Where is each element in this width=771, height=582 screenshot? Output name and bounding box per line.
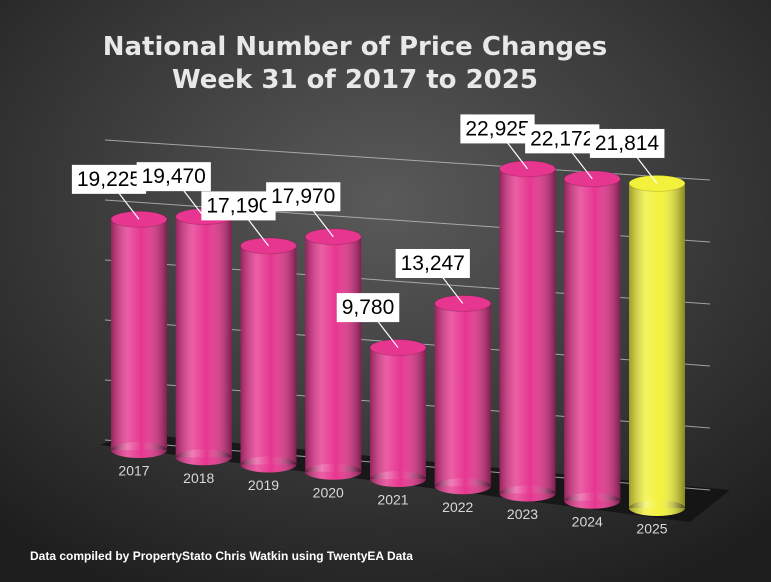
value-label-box <box>460 114 535 144</box>
leader-line <box>183 190 205 217</box>
x-tick-label: 2019 <box>248 477 279 493</box>
footnote: Data compiled by PropertyStato Chris Wat… <box>30 549 413 563</box>
leader-line <box>248 219 269 247</box>
bar-shade <box>111 219 167 450</box>
bar-shade <box>305 236 362 472</box>
value-label: 13,247 <box>401 252 465 275</box>
bar-shade-bottom <box>305 463 362 480</box>
bar-shade-bottom <box>370 471 426 487</box>
value-label-box <box>525 124 600 154</box>
x-tick-label: 2023 <box>507 506 538 522</box>
bar-shade-bottom <box>111 442 167 458</box>
leader-line <box>507 142 528 170</box>
value-label-box <box>201 191 276 221</box>
bar-shade <box>370 347 426 479</box>
bar-group <box>304 228 362 480</box>
value-label: 19,225 <box>77 168 141 191</box>
leader-line <box>377 321 399 348</box>
bar-shade <box>564 178 621 501</box>
bar-shade-bottom <box>175 449 232 466</box>
value-label: 17,190 <box>206 194 270 217</box>
x-tick-label: 2017 <box>118 463 149 479</box>
bar-shade-bottom <box>240 456 297 473</box>
value-label-box <box>266 182 341 212</box>
bar-group <box>240 237 297 473</box>
bar-shade <box>240 245 297 465</box>
bar-shade-bottom <box>564 492 621 509</box>
value-label: 19,470 <box>142 165 206 188</box>
value-label: 22,925 <box>465 117 529 140</box>
value-label: 17,970 <box>271 185 335 208</box>
x-tick-label: 2025 <box>636 521 667 537</box>
value-label-box <box>395 248 470 278</box>
bar-group <box>110 210 168 458</box>
bar-group <box>175 208 233 466</box>
leader-line <box>442 277 464 304</box>
leader-line <box>312 210 334 238</box>
bar-group <box>563 170 621 509</box>
value-label-box <box>336 293 400 323</box>
x-tick-label: 2020 <box>313 484 344 500</box>
bar-group <box>369 339 427 487</box>
bar-shade <box>499 168 556 494</box>
bar-shade-bottom <box>499 485 556 502</box>
chart-title: National Number of Price Changes <box>103 32 608 62</box>
value-label: 9,780 <box>342 296 395 319</box>
value-label: 21,814 <box>595 132 660 155</box>
x-tick-label: 2022 <box>442 499 473 515</box>
value-label-box <box>71 164 147 194</box>
chart-subtitle: Week 31 of 2017 to 2025 <box>172 65 538 95</box>
bar-shade <box>434 303 491 487</box>
leader-line <box>571 152 593 180</box>
x-tick-label: 2024 <box>572 513 603 529</box>
x-tick-label: 2021 <box>377 492 408 508</box>
leader-line <box>636 157 658 184</box>
bar-shade-bottom <box>434 478 491 495</box>
leader-line <box>118 192 140 220</box>
bar-shade-bottom <box>629 500 685 516</box>
bar-group <box>628 174 686 516</box>
value-label: 22,172 <box>530 127 594 150</box>
bar-shade <box>175 216 232 458</box>
value-label-box <box>136 162 211 192</box>
x-tick-label: 2018 <box>183 470 214 486</box>
bar-group <box>434 294 492 495</box>
value-label-box <box>589 128 665 158</box>
bar-group <box>499 160 556 502</box>
bar-shade <box>629 183 685 508</box>
